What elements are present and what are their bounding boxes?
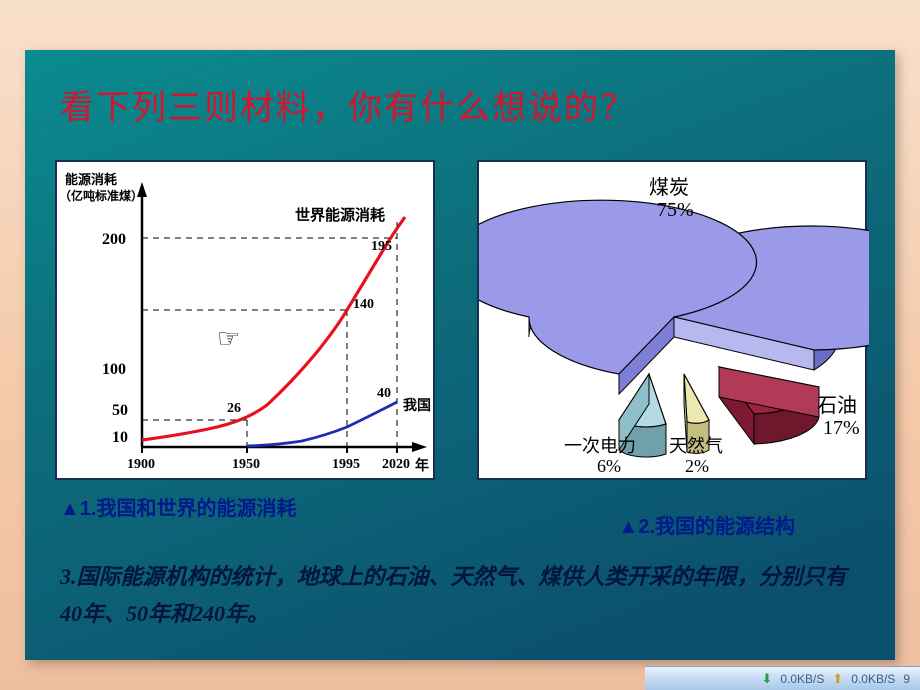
gas-pct: 2% <box>685 456 709 476</box>
caption-1-text: 我国和世界的能源消耗 <box>96 498 296 520</box>
status-tail: 9 <box>903 672 910 686</box>
y-label-1: 能源消耗 <box>65 172 117 187</box>
pointer-icon: ☞ <box>217 324 240 353</box>
callout-140: 140 <box>353 297 374 312</box>
callout-195: 195 <box>371 239 392 254</box>
pie-chart-panel: 煤炭 75% 石油 17% 天然气 2% 一次电力 6% <box>477 160 867 480</box>
ytick-200: 200 <box>102 231 126 248</box>
footer-body: 国际能源机构的统计，地球上的石油、天然气、煤供人类开采的年限，分别只有40年、5… <box>60 564 847 626</box>
callout-40: 40 <box>377 386 391 401</box>
xtick-2020: 2020 <box>382 457 410 472</box>
caption-2-text: 我国的能源结构 <box>655 516 795 538</box>
x-label: 年 <box>415 457 429 474</box>
china-line <box>247 402 397 446</box>
elec-label: 一次电力 <box>564 436 636 456</box>
slide: 看下列三则材料，你有什么想说的？ 能源消耗 （亿吨标准煤） 10 50 100 … <box>25 50 895 660</box>
download-arrow-icon: ⬇ <box>761 671 772 687</box>
xtick-1950: 1950 <box>232 457 260 472</box>
ytick-50: 50 <box>112 402 128 419</box>
y-label-2: （亿吨标准煤） <box>59 188 143 203</box>
caption-2: ▲2.我国的能源结构 <box>619 510 795 539</box>
china-series-label: 我国 <box>403 398 431 414</box>
caption-1-num: 1. <box>80 498 97 520</box>
oil-pct: 17% <box>823 417 860 439</box>
xtick-1900: 1900 <box>127 457 155 472</box>
world-line <box>142 217 405 440</box>
slide-title: 看下列三则材料，你有什么想说的？ <box>60 80 636 129</box>
line-chart-panel: 能源消耗 （亿吨标准煤） 10 50 100 200 1900 1950 199… <box>55 160 435 480</box>
coal-label: 煤炭 <box>649 176 689 199</box>
upload-arrow-icon: ⬆ <box>832 671 843 687</box>
footer-num: 3. <box>60 564 77 589</box>
oil-label: 石油 <box>817 394 857 417</box>
ytick-100: 100 <box>102 361 126 378</box>
coal-pct: 75% <box>657 199 694 221</box>
caption-2-num: 2. <box>638 516 655 538</box>
footer-text: 3.国际能源机构的统计，地球上的石油、天然气、煤供人类开采的年限，分别只有40年… <box>60 558 860 633</box>
caption-1: ▲1.我国和世界的能源消耗 <box>60 492 296 521</box>
line-chart-svg: 能源消耗 （亿吨标准煤） 10 50 100 200 1900 1950 199… <box>57 162 437 482</box>
triangle-icon: ▲ <box>619 516 639 538</box>
pie-chart-svg: 煤炭 75% 石油 17% 天然气 2% 一次电力 6% <box>479 162 869 482</box>
download-speed: 0.0KB/S <box>780 672 824 686</box>
network-statusbar: ⬇ 0.0KB/S ⬆ 0.0KB/S 9 <box>645 666 920 690</box>
upload-speed: 0.0KB/S <box>851 672 895 686</box>
elec-pct: 6% <box>597 456 621 476</box>
xtick-1995: 1995 <box>332 457 360 472</box>
ytick-10: 10 <box>112 429 128 446</box>
gas-label: 天然气 <box>669 436 723 456</box>
callout-26: 26 <box>227 401 241 416</box>
triangle-icon: ▲ <box>60 498 80 520</box>
world-series-label: 世界能源消耗 <box>295 206 385 224</box>
